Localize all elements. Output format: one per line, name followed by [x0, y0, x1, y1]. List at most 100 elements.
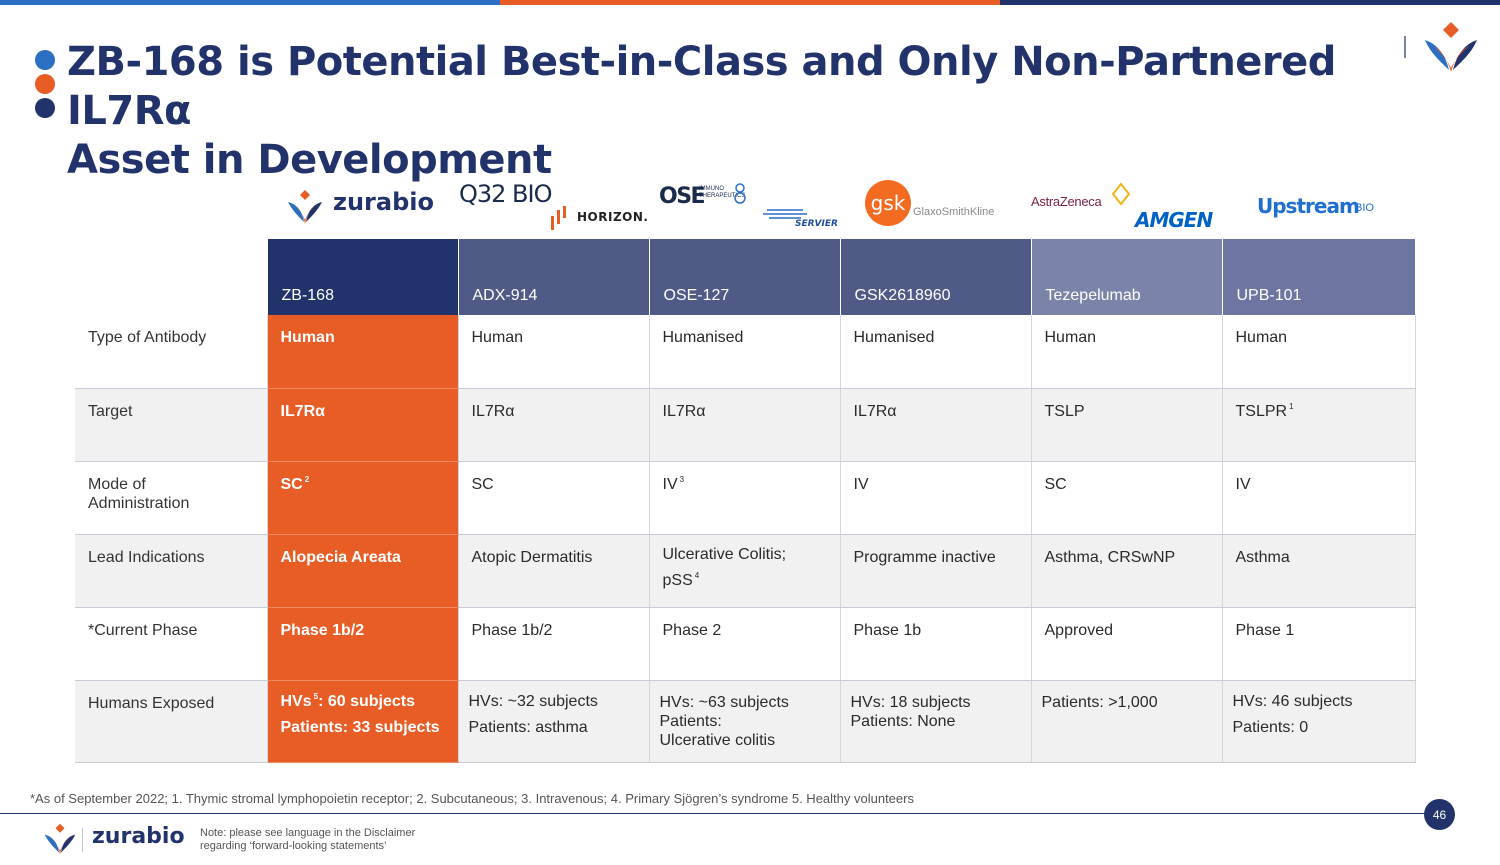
bullet-navy: [35, 98, 55, 118]
ose-wordmark: OSE: [659, 184, 706, 209]
top-accent-bar: [0, 0, 1500, 5]
cell-ose-mode-text: IV: [662, 475, 678, 493]
cell-zb-phase: Phase 1b/2: [267, 607, 459, 681]
cell-ose-mode: IV 3: [649, 461, 841, 535]
footer-logo: zurabio: [42, 822, 192, 858]
row-label-type: Type of Antibody: [75, 315, 268, 389]
cell-gsk-humans-line1: HVs: 18 subjects: [850, 693, 971, 711]
footnote: *As of September 2022; 1. Thymic stromal…: [30, 791, 914, 806]
title-line-2: Asset in Development: [67, 137, 552, 183]
gsk-badge: gsk: [865, 180, 911, 226]
footer-brand: zurabio: [92, 824, 185, 849]
title-line-1: ZB-168 is Potential Best-in-Class and On…: [67, 39, 1336, 134]
bullet-blue: [35, 50, 55, 70]
logo-astrazeneca-amgen: AstraZeneca AMGEN: [1031, 172, 1213, 238]
cell-upb-humans-line2: Patients: 0: [1232, 718, 1309, 736]
cell-gsk-phase: Phase 1b: [840, 607, 1032, 681]
horizon-mark-icon: [551, 206, 566, 230]
horizon-wordmark: HORIZON.: [577, 210, 649, 224]
cell-zb-type: Human: [267, 315, 459, 389]
cell-ose-indications: Ulcerative Colitis; pSS 4: [649, 534, 841, 608]
upstream-wordmark: Upstream: [1257, 194, 1360, 218]
cell-teze-humans: Patients: >1,000: [1031, 680, 1223, 763]
row-label-indications: Lead Indications: [75, 534, 268, 608]
ose-mark-icon: [734, 183, 746, 204]
cell-ose-humans-line1: HVs: ~63 subjects: [659, 693, 789, 711]
logo-upstream-bio: Upstream BIO: [1257, 172, 1397, 238]
title-bullets: [35, 50, 55, 122]
cell-zb-indications: Alopecia Areata: [267, 534, 459, 608]
page-title: ZB-168 is Potential Best-in-Class and On…: [67, 38, 1407, 185]
footnote-ref-1: 1: [1289, 402, 1294, 412]
cell-gsk-type: Humanised: [840, 315, 1032, 389]
astrazeneca-wordmark: AstraZeneca: [1031, 194, 1102, 209]
accent-bar-orange: [500, 0, 1000, 5]
disclaimer-line-2: regarding ‘forward-looking statements’: [200, 840, 387, 852]
header-tezepelumab: Tezepelumab: [1031, 239, 1223, 315]
logo-gsk: gsk GlaxoSmithKline: [865, 172, 1005, 238]
q32-wordmark: Q32 BIO: [459, 180, 552, 208]
upstream-bio-suffix: BIO: [1355, 202, 1374, 214]
cell-upb-target: TSLPR 1: [1222, 388, 1416, 462]
footer-divider: [0, 813, 1430, 814]
cell-teze-target: TSLP: [1031, 388, 1223, 462]
cell-teze-phase: Approved: [1031, 607, 1223, 681]
cell-teze-humans-line1: Patients: >1,000: [1041, 693, 1158, 711]
astrazeneca-mark-icon: [1111, 182, 1131, 206]
cell-upb-indications: Asthma: [1222, 534, 1416, 608]
footnote-ref-4: 4: [694, 571, 700, 581]
accent-bar-blue: [0, 0, 500, 5]
row-label-phase: *Current Phase: [75, 607, 268, 681]
cell-ose-humans-line3: Ulcerative colitis: [659, 731, 776, 749]
table-row: Mode of Administration SC 2 SC IV 3 IV SC …: [75, 461, 1416, 535]
row-label-humans: Humans Exposed: [75, 680, 268, 763]
servier-mark-icon: [763, 209, 807, 219]
cell-gsk-indications: Programme inactive: [840, 534, 1032, 608]
zurabio-logo-mark-icon: [1404, 22, 1477, 72]
gsk-subtitle: GlaxoSmithKline: [913, 206, 995, 218]
zurabio-small-icon: [288, 190, 322, 224]
row-label-mode: Mode of Administration: [75, 461, 268, 535]
accent-bar-navy: [1000, 0, 1500, 5]
company-logos-row: zurabio Q32 BIO HORIZON. OSE IMMUNO THER…: [267, 172, 1415, 238]
cell-gsk-humans-line2: Patients: None: [850, 712, 956, 730]
cell-zb-humans-line2: Patients: 33 subjects: [280, 718, 440, 736]
cell-adx-type: Human: [458, 315, 650, 389]
table-header-row: ZB-168 ADX-914 OSE-127 GSK2618960 Tezepe…: [75, 239, 1416, 315]
cell-zb-humans: HVs 5: 60 subjects Patients: 33 subjects: [267, 680, 459, 763]
cell-ose-target: IL7Rα: [649, 388, 841, 462]
table-row: Type of Antibody Human Human Humanised H…: [75, 315, 1416, 389]
cell-ose-type: Humanised: [649, 315, 841, 389]
cell-adx-humans-line2: Patients: asthma: [468, 718, 588, 736]
header-zb-168: ZB-168: [267, 239, 459, 315]
cell-gsk-mode: IV: [840, 461, 1032, 535]
table-row: *Current Phase Phase 1b/2 Phase 1b/2 Pha…: [75, 607, 1416, 681]
footnote-ref-3: 3: [679, 475, 685, 485]
cell-upb-type: Human: [1222, 315, 1416, 389]
cell-upb-humans: HVs: 46 subjects Patients: 0: [1222, 680, 1416, 763]
cell-gsk-target: IL7Rα: [840, 388, 1032, 462]
header-blank: [75, 239, 268, 315]
row-label-target: Target: [75, 388, 268, 462]
logo-ose-servier: OSE IMMUNO THERAPEUTICS SERVIER: [659, 172, 849, 238]
disclaimer-line-1: Note: please see language in the Disclai…: [200, 827, 416, 839]
cell-adx-humans-line1: HVs: ~32 subjects: [468, 692, 598, 710]
footnote-ref-5: 5: [313, 692, 319, 702]
cell-adx-mode: SC: [458, 461, 650, 535]
cell-zb-target: IL7Rα: [267, 388, 459, 462]
footer-logo-divider: [82, 828, 83, 852]
cell-upb-phase: Phase 1: [1222, 607, 1416, 681]
header-upb-101: UPB-101: [1222, 239, 1416, 315]
cell-adx-target: IL7Rα: [458, 388, 650, 462]
footer-disclaimer: Note: please see language in the Disclai…: [200, 827, 480, 853]
header-ose-127: OSE-127: [649, 239, 841, 315]
footer-zurabio-mark-icon: [44, 823, 76, 855]
logo-q32-horizon: Q32 BIO HORIZON.: [459, 172, 649, 238]
cell-ose-phase: Phase 2: [649, 607, 841, 681]
table-row: Lead Indications Alopecia Areata Atopic …: [75, 534, 1416, 608]
gsk-wordmark: gsk: [870, 191, 906, 215]
cell-zb-humans-line1: HVs 5: 60 subjects: [281, 689, 454, 715]
cell-adx-phase: Phase 1b/2: [458, 607, 650, 681]
cell-zb-humans-hvs: HVs: [280, 692, 312, 710]
cell-upb-mode: IV: [1222, 461, 1416, 535]
